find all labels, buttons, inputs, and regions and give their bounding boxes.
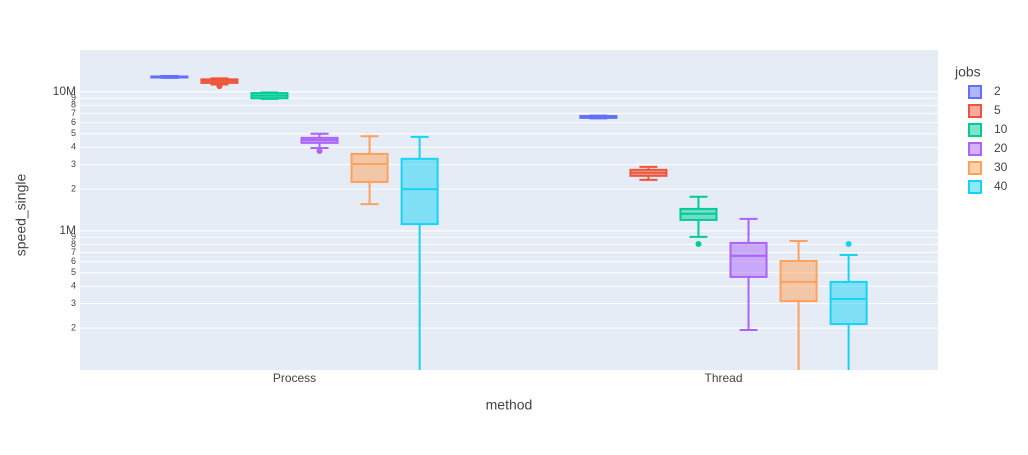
- y-tick-label: 7: [71, 247, 76, 257]
- legend-title: jobs: [954, 64, 981, 80]
- legend-swatch: [968, 142, 982, 156]
- y-tick-label: 8: [71, 100, 76, 110]
- legend-item[interactable]: 2: [968, 84, 1001, 99]
- y-tick-label: 3: [71, 159, 76, 169]
- legend-label: 30: [994, 160, 1008, 174]
- box: [729, 217, 768, 331]
- outlier: [316, 147, 323, 154]
- box: [400, 135, 439, 370]
- legend-label: 2: [994, 84, 1001, 98]
- grid: [80, 91, 938, 329]
- y-tick-label: 10M: [53, 84, 76, 98]
- box-body: [400, 157, 439, 226]
- legend-swatch: [968, 161, 982, 175]
- legend-label: 5: [994, 103, 1001, 117]
- box: [300, 132, 339, 154]
- box: [200, 77, 239, 90]
- y-tick-label: 5: [71, 267, 76, 277]
- plot-marks: [150, 75, 868, 370]
- legend-label: 20: [994, 141, 1008, 155]
- legend-item[interactable]: 5: [968, 103, 1001, 118]
- y-tick-label: 7: [71, 108, 76, 118]
- x-axis-title: method: [486, 397, 533, 413]
- legend-label: 40: [994, 179, 1008, 193]
- box: [250, 91, 289, 100]
- legend-item[interactable]: 10: [968, 122, 1008, 137]
- box: [779, 239, 818, 370]
- outlier: [216, 83, 223, 90]
- y-axis-title: speed_single: [13, 174, 29, 257]
- box: [679, 195, 718, 247]
- y-tick-label: 6: [71, 256, 76, 266]
- x-tick-label: Thread: [704, 371, 742, 385]
- legend-item[interactable]: 30: [968, 160, 1008, 175]
- y-tick-label: 8: [71, 239, 76, 249]
- y-tick-label: 3: [71, 298, 76, 308]
- box-body: [350, 152, 389, 183]
- legend-label: 10: [994, 122, 1008, 136]
- y-tick-label: 2: [71, 183, 76, 193]
- legend-item[interactable]: 40: [968, 179, 1008, 194]
- y-tick-label: 1M: [59, 223, 76, 237]
- box: [350, 135, 389, 206]
- y-tick-label: 6: [71, 117, 76, 127]
- x-tick-label: Process: [273, 371, 316, 385]
- y-tick-label: 4: [71, 281, 76, 291]
- box-body: [829, 280, 868, 326]
- legend-swatch: [968, 180, 982, 194]
- legend-swatch: [968, 104, 982, 118]
- box: [579, 114, 618, 120]
- y-tick-label: 2: [71, 323, 76, 333]
- y-tick-label: 9: [71, 93, 76, 103]
- legend-item[interactable]: 20: [968, 141, 1008, 156]
- box: [629, 165, 668, 181]
- box: [829, 240, 868, 370]
- legend: 2 5 10 20 30 40: [968, 84, 1008, 194]
- box: [150, 75, 189, 79]
- y-tick-label: 9: [71, 232, 76, 242]
- box-body: [729, 241, 768, 278]
- outlier: [695, 240, 702, 247]
- legend-swatch: [968, 123, 982, 137]
- legend-swatch: [968, 85, 982, 99]
- y-tick-label: 5: [71, 128, 76, 138]
- y-tick-label: 4: [71, 142, 76, 152]
- plot-background: [80, 50, 938, 370]
- outlier: [845, 240, 852, 247]
